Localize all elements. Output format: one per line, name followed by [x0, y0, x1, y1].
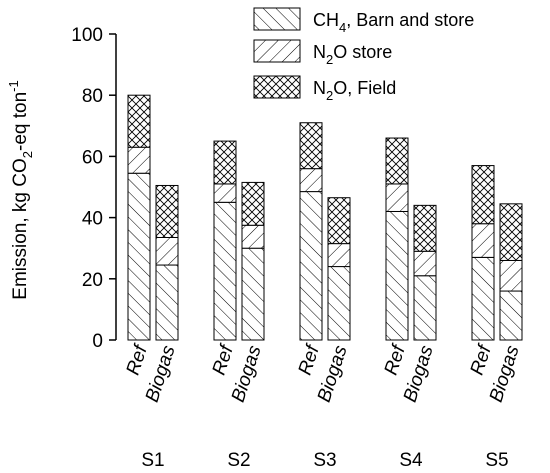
bar-label-ref: Ref [209, 341, 239, 377]
legend: CH4, Barn and store N2O store N2O, Field [253, 7, 474, 103]
bar-segment-n2o_store [471, 223, 495, 258]
group-label: S1 [141, 450, 164, 471]
bar-segment-n2o_store [241, 224, 265, 249]
y-tick-label: 100 [71, 25, 103, 46]
y-tick-label: 60 [82, 147, 103, 168]
bars [127, 94, 523, 341]
y-tick-label: 40 [82, 209, 103, 230]
bar-segment-ch4 [471, 256, 495, 341]
bar-label-ref: Ref [467, 341, 497, 377]
group-label: S5 [485, 450, 508, 471]
group-label: S4 [399, 450, 423, 471]
bar-segment-n2o_field [155, 184, 179, 238]
bar-segment-ch4 [241, 247, 265, 341]
bar-segment-ch4 [127, 172, 151, 341]
y-tick-label: 0 [92, 331, 103, 352]
bar-segment-n2o_store [127, 146, 151, 174]
bar-segment-n2o_field [127, 94, 151, 148]
bar-segment-ch4 [155, 264, 179, 341]
bar-segment-n2o_store [213, 183, 237, 203]
bar-segment-n2o_field [327, 197, 351, 245]
bar-segment-ch4 [499, 290, 523, 341]
group-label: S2 [227, 450, 250, 471]
group-label: S3 [313, 450, 336, 471]
bar-segment-n2o_store [499, 259, 523, 292]
bar-segment-n2o_store [327, 243, 351, 268]
bar-segment-n2o_field [213, 140, 237, 185]
y-tick-label: 80 [82, 86, 103, 107]
bar-label-ref: Ref [295, 341, 325, 377]
bar-segment-n2o_store [155, 236, 179, 266]
y-axis-label: Emission, kg CO2-eq ton-1 [6, 80, 35, 299]
bar-segment-n2o_store [299, 168, 323, 193]
legend-swatch-n2o_store [253, 39, 301, 63]
bar-segment-ch4 [327, 266, 351, 341]
y-axis: 0 20 40 60 80 100 Emission, kg CO2-eq ton-1 [6, 25, 117, 352]
bar-segment-n2o_store [385, 183, 409, 212]
legend-swatch-ch4 [253, 7, 301, 31]
bar-segment-n2o_field [471, 165, 495, 225]
bar-segment-n2o_field [499, 203, 523, 261]
legend-label-ch4: CH4, Barn and store [313, 10, 474, 35]
bar-label-ref: Ref [123, 341, 153, 377]
legend-swatch-n2o_field [253, 75, 301, 99]
bar-label-ref: Ref [381, 341, 411, 377]
y-tick-label: 20 [82, 270, 103, 291]
category-labels: RefBiogasS1RefBiogasS2RefBiogasS3RefBiog… [123, 341, 524, 471]
bar-segment-n2o_field [241, 181, 265, 226]
bar-segment-n2o_field [299, 122, 323, 170]
bar-segment-ch4 [413, 275, 437, 341]
bar-segment-n2o_field [385, 137, 409, 185]
bar-segment-ch4 [213, 201, 237, 341]
bar-segment-ch4 [385, 210, 409, 341]
bar-segment-n2o_field [413, 204, 437, 252]
legend-label-n2o_store: N2O store [313, 42, 392, 67]
bar-segment-ch4 [299, 191, 323, 341]
legend-label-n2o_field: N2O, Field [313, 78, 396, 103]
bar-segment-n2o_store [413, 250, 437, 277]
